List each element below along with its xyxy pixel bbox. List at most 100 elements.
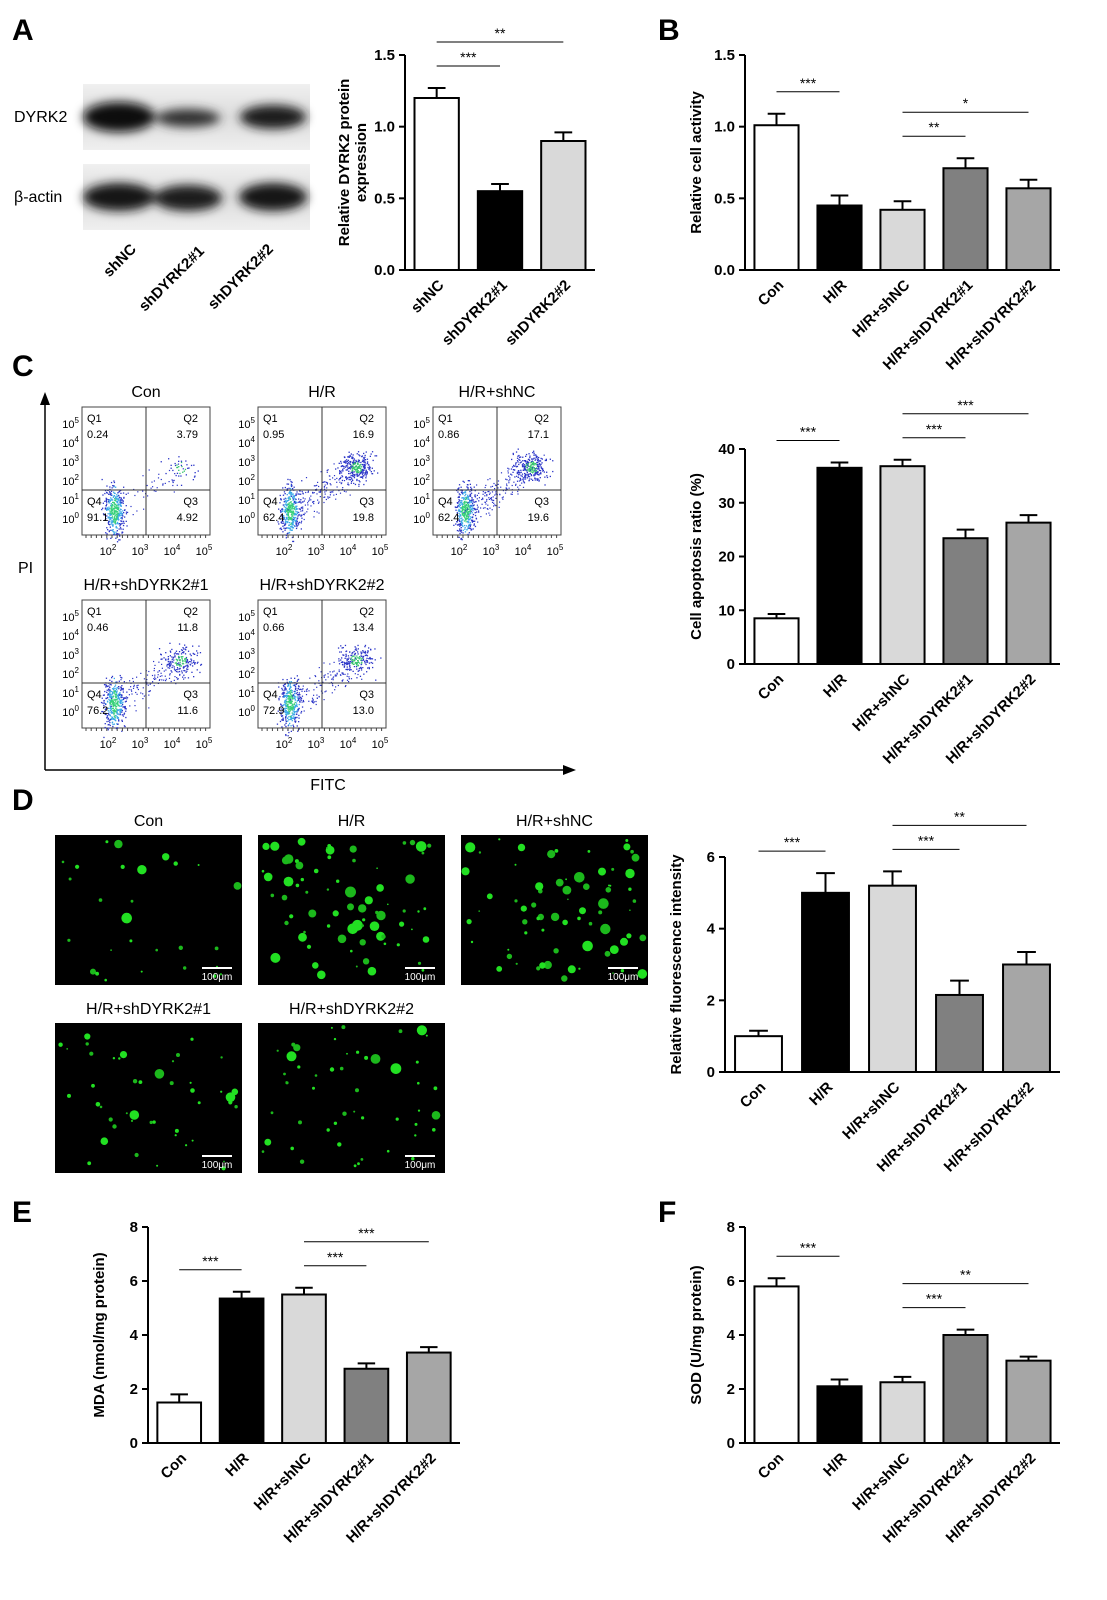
flow-dot bbox=[338, 658, 340, 660]
flow-dot bbox=[485, 503, 487, 505]
flow-dot bbox=[339, 651, 341, 653]
flow-dot bbox=[290, 501, 292, 503]
flow-dot bbox=[310, 495, 312, 497]
flow-dot bbox=[457, 504, 459, 507]
flow-dot bbox=[517, 476, 519, 478]
tick-base: 10 bbox=[100, 739, 112, 751]
flow-dot bbox=[288, 698, 290, 700]
flow-dot bbox=[289, 698, 292, 700]
flow-dot bbox=[106, 498, 108, 501]
flow-dot bbox=[121, 699, 123, 701]
flow-dot bbox=[536, 461, 538, 464]
cell-dot bbox=[478, 851, 482, 854]
flow-dot bbox=[292, 704, 294, 706]
flow-dot bbox=[497, 483, 499, 485]
cell-dot bbox=[290, 1146, 295, 1151]
flow-dot bbox=[301, 514, 303, 516]
cell-dot bbox=[598, 910, 603, 915]
flow-dot bbox=[340, 470, 342, 473]
flow-dot bbox=[122, 704, 124, 706]
flow-dot bbox=[365, 654, 367, 656]
flow-dot bbox=[122, 689, 124, 691]
flow-dot bbox=[466, 508, 469, 510]
flow-dot bbox=[292, 712, 294, 714]
flow-dot bbox=[336, 673, 338, 675]
flow-dot bbox=[539, 470, 542, 472]
tick-exponent: 3 bbox=[144, 736, 149, 745]
flow-dot bbox=[151, 674, 154, 677]
flow-dot bbox=[115, 496, 117, 498]
flow-dot bbox=[347, 462, 350, 464]
flow-dot bbox=[366, 471, 368, 473]
flow-dot bbox=[351, 470, 353, 472]
flow-dot bbox=[515, 463, 517, 465]
flow-dot bbox=[371, 451, 374, 453]
flow-dot bbox=[116, 717, 118, 719]
quadrant-name: Q3 bbox=[183, 689, 198, 701]
flow-dot bbox=[519, 462, 521, 464]
flow-dot bbox=[288, 496, 290, 498]
flow-dot bbox=[114, 690, 117, 692]
cell-dot bbox=[130, 1119, 134, 1122]
panel-letter: A bbox=[12, 14, 34, 47]
flow-dot bbox=[295, 506, 297, 508]
flow-dot bbox=[118, 515, 121, 517]
flow-dot bbox=[508, 468, 510, 470]
flow-dot bbox=[469, 523, 471, 526]
flow-dot bbox=[172, 665, 174, 667]
flow-dot bbox=[538, 465, 540, 467]
flow-dot bbox=[120, 497, 122, 499]
flow-dot bbox=[365, 475, 367, 477]
flow-dot bbox=[491, 501, 494, 503]
flow-dot bbox=[317, 502, 320, 504]
bar bbox=[879, 1381, 926, 1444]
cell-dot bbox=[85, 1042, 89, 1046]
flow-dot bbox=[458, 518, 461, 520]
flow-dot bbox=[290, 487, 292, 490]
flow-dot bbox=[299, 701, 301, 703]
flow-dot bbox=[287, 512, 289, 514]
flow-dot bbox=[184, 677, 186, 679]
flow-dot bbox=[125, 710, 127, 712]
bar bbox=[942, 537, 989, 665]
flow-dot bbox=[355, 468, 357, 470]
flow-dot bbox=[460, 510, 463, 513]
flow-dot bbox=[284, 511, 286, 513]
flow-dot bbox=[301, 501, 303, 503]
flow-dot bbox=[527, 464, 529, 466]
flow-dot bbox=[361, 455, 364, 457]
flow-dot bbox=[291, 503, 294, 505]
flow-dot bbox=[372, 459, 374, 462]
flow-dot bbox=[287, 483, 290, 485]
flow-dot bbox=[346, 679, 349, 681]
flow-dot bbox=[471, 500, 473, 502]
cell-dot bbox=[313, 868, 319, 874]
flow-dot bbox=[292, 714, 294, 716]
x-tick-label: Con bbox=[755, 671, 788, 704]
flow-dot bbox=[111, 487, 113, 489]
flow-dot bbox=[125, 716, 127, 719]
flow-dot bbox=[349, 494, 351, 496]
flow-dot bbox=[107, 501, 110, 503]
flow-dot bbox=[532, 464, 534, 466]
flow-dot bbox=[292, 717, 295, 720]
flow-dot bbox=[109, 703, 111, 705]
flow-dot bbox=[345, 653, 347, 655]
flow-dot bbox=[478, 492, 480, 494]
bar bbox=[942, 167, 989, 272]
flow-tick-label: 103 bbox=[132, 736, 149, 751]
flow-dot bbox=[122, 698, 125, 701]
flow-dot bbox=[312, 491, 314, 493]
flow-dot bbox=[489, 478, 491, 480]
flow-dot bbox=[465, 525, 468, 527]
flow-dot bbox=[319, 496, 321, 498]
flow-dot bbox=[465, 497, 467, 499]
flow-dot bbox=[345, 685, 347, 687]
flow-dot bbox=[486, 494, 488, 496]
flow-dot bbox=[185, 661, 188, 663]
flow-dot bbox=[529, 455, 531, 457]
flow-dot bbox=[177, 653, 180, 655]
flow-dot bbox=[470, 524, 472, 526]
tick-base: 10 bbox=[62, 495, 74, 507]
flow-dot bbox=[109, 512, 111, 514]
